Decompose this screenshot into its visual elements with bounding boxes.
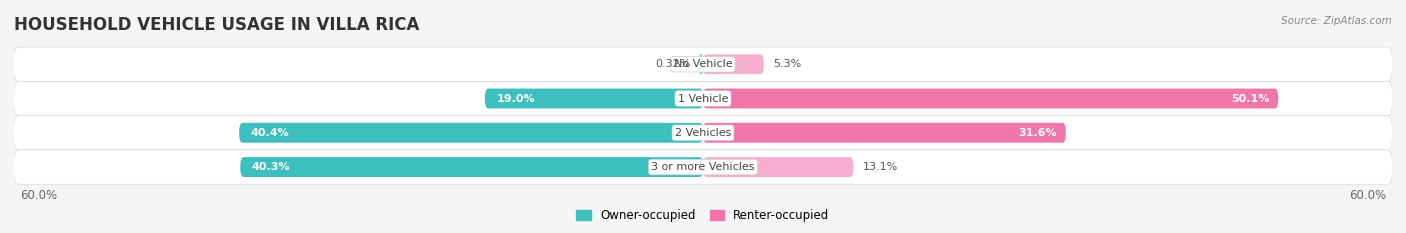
FancyBboxPatch shape xyxy=(699,54,703,74)
Text: 40.4%: 40.4% xyxy=(250,128,290,138)
FancyBboxPatch shape xyxy=(703,123,1066,143)
Text: 2 Vehicles: 2 Vehicles xyxy=(675,128,731,138)
Text: Source: ZipAtlas.com: Source: ZipAtlas.com xyxy=(1281,16,1392,26)
Text: 31.6%: 31.6% xyxy=(1018,128,1057,138)
Legend: Owner-occupied, Renter-occupied: Owner-occupied, Renter-occupied xyxy=(572,205,834,227)
Text: 3 or more Vehicles: 3 or more Vehicles xyxy=(651,162,755,172)
Text: 19.0%: 19.0% xyxy=(496,93,534,103)
FancyBboxPatch shape xyxy=(14,81,1392,116)
Text: 40.3%: 40.3% xyxy=(252,162,290,172)
Text: 0.32%: 0.32% xyxy=(655,59,690,69)
Text: 60.0%: 60.0% xyxy=(20,189,56,202)
Text: HOUSEHOLD VEHICLE USAGE IN VILLA RICA: HOUSEHOLD VEHICLE USAGE IN VILLA RICA xyxy=(14,16,419,34)
Text: 1 Vehicle: 1 Vehicle xyxy=(678,93,728,103)
Text: 13.1%: 13.1% xyxy=(863,162,898,172)
FancyBboxPatch shape xyxy=(703,54,763,74)
FancyBboxPatch shape xyxy=(14,150,1392,184)
FancyBboxPatch shape xyxy=(703,157,853,177)
FancyBboxPatch shape xyxy=(14,47,1392,81)
Text: 5.3%: 5.3% xyxy=(773,59,801,69)
FancyBboxPatch shape xyxy=(240,157,703,177)
FancyBboxPatch shape xyxy=(239,123,703,143)
FancyBboxPatch shape xyxy=(485,89,703,108)
FancyBboxPatch shape xyxy=(703,89,1278,108)
Text: 50.1%: 50.1% xyxy=(1230,93,1270,103)
FancyBboxPatch shape xyxy=(14,116,1392,150)
Text: 60.0%: 60.0% xyxy=(1350,189,1386,202)
Text: No Vehicle: No Vehicle xyxy=(673,59,733,69)
